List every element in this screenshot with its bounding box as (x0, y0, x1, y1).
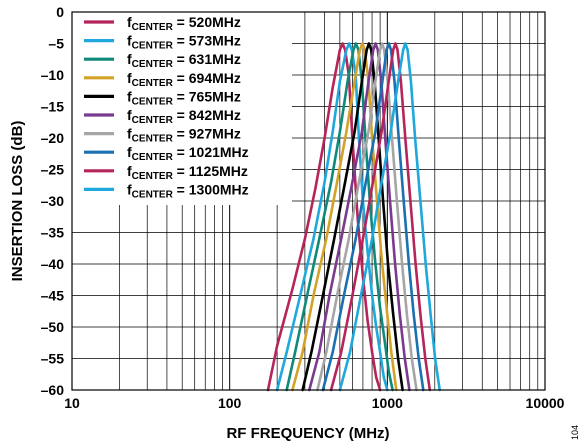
x-tick-label: 10 (64, 395, 80, 411)
legend-label-7: fCENTER = 927MHz (127, 126, 241, 145)
series-line-4 (291, 42, 398, 392)
x-tick-label: 100 (218, 395, 242, 411)
y-tick-label: –55 (41, 351, 65, 367)
series-line-1 (266, 42, 382, 392)
x-axis-label: RF FREQUENCY (MHz) (226, 425, 389, 442)
plot-frame (71, 11, 546, 391)
y-tick-label: –45 (41, 288, 65, 304)
x-tick-label: 10000 (526, 395, 565, 411)
y-tick-label: –40 (41, 256, 65, 272)
series-line-9 (329, 42, 432, 392)
series-line-10 (338, 42, 442, 392)
legend-label-2: fCENTER = 573MHz (127, 33, 241, 52)
y-tick-label: –10 (41, 67, 65, 83)
series-line-7 (316, 42, 418, 392)
y-tick-label: –20 (41, 130, 65, 146)
legend-label-6: fCENTER = 842MHz (127, 107, 241, 126)
figure-id: 104 (570, 425, 580, 440)
legend-label-3: fCENTER = 631MHz (127, 51, 241, 70)
y-axis-label: INSERTION LOSS (dB) (9, 121, 26, 282)
y-tick-label: –25 (41, 162, 65, 178)
x-tick-label: 1000 (372, 395, 403, 411)
y-tick-label: –30 (41, 193, 65, 209)
tick-labels: 10 100 1000 10000 0 –5 –10 –15 –20 –25 –30 –35 –40 –4… (41, 4, 565, 411)
series-line-2 (275, 42, 389, 392)
series-line-6 (307, 42, 411, 392)
series-lines (266, 42, 442, 392)
y-tick-label: –50 (41, 319, 65, 335)
series-line-8 (321, 42, 425, 392)
legend-label-5: fCENTER = 765MHz (127, 88, 241, 107)
series-line-5 (301, 42, 404, 392)
y-tick-label: 0 (56, 4, 64, 20)
legend-label-9: fCENTER = 1125MHz (127, 163, 248, 182)
y-tick-label: –5 (48, 36, 64, 52)
y-tick-label: –15 (41, 99, 65, 115)
series-line-3 (285, 42, 394, 392)
legend-background (72, 12, 292, 205)
legend-label-10: fCENTER = 1300MHz (127, 181, 249, 200)
legend-label-8: fCENTER = 1021MHz (127, 144, 249, 163)
legend-label-1: fCENTER = 520MHz (127, 14, 241, 33)
legend-label-4: fCENTER = 694MHz (127, 70, 241, 89)
y-tick-label: –35 (41, 225, 65, 241)
y-tick-label: –60 (41, 382, 65, 398)
